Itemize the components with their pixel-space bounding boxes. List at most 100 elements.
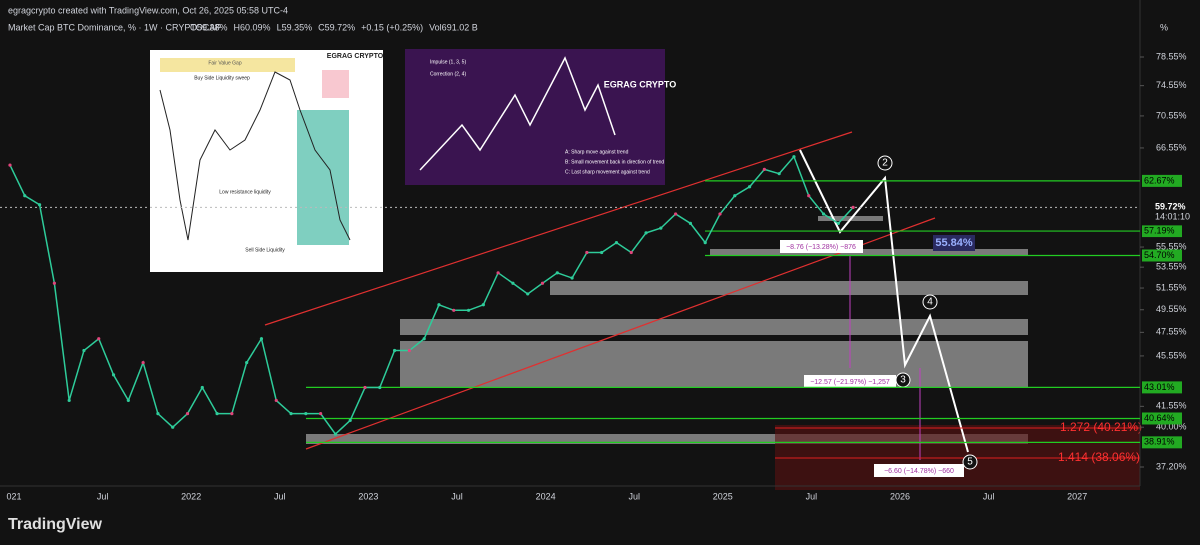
ohlc: L59.35% bbox=[277, 22, 313, 32]
ohlc: C59.72% bbox=[318, 22, 355, 32]
box bbox=[297, 110, 349, 245]
time-label: Jul bbox=[806, 491, 818, 501]
price-point bbox=[407, 348, 411, 353]
price-point bbox=[570, 276, 574, 280]
price-point bbox=[171, 425, 175, 429]
price-label: 78.55% bbox=[1156, 51, 1187, 61]
last-price: 59.72% bbox=[1155, 202, 1186, 212]
label-box bbox=[804, 375, 896, 388]
target-box bbox=[933, 235, 975, 251]
price-point bbox=[540, 281, 545, 285]
price-point bbox=[156, 412, 160, 416]
time-label: 2024 bbox=[536, 491, 556, 501]
level-box bbox=[1142, 381, 1182, 394]
level-label: 54.70% bbox=[1144, 250, 1175, 260]
time-label: Jul bbox=[97, 491, 109, 501]
price-label: 53.55% bbox=[1156, 262, 1187, 272]
price-point bbox=[629, 250, 633, 255]
price-point bbox=[185, 412, 190, 416]
price-point bbox=[141, 360, 145, 365]
channel-top bbox=[264, 131, 853, 326]
price-point bbox=[200, 385, 204, 390]
price-point bbox=[526, 292, 530, 296]
time-label: 2027 bbox=[1067, 491, 1087, 501]
zone bbox=[400, 319, 1028, 335]
inset-legend: Impulse (1, 3, 5) bbox=[430, 59, 466, 65]
inset-label: Low resistance liquidity bbox=[219, 189, 271, 195]
footer-logo: TradingView bbox=[8, 516, 103, 533]
price-point bbox=[274, 398, 278, 403]
inset-label: Fair Value Gap bbox=[208, 60, 241, 66]
price-label: 66.55% bbox=[1156, 142, 1187, 152]
price-point bbox=[807, 194, 811, 198]
time-label: Jul bbox=[451, 491, 463, 501]
price-point bbox=[452, 308, 456, 312]
price-point bbox=[821, 212, 826, 216]
label-box bbox=[780, 240, 863, 253]
wave bbox=[419, 56, 616, 171]
price-point bbox=[111, 373, 116, 377]
level-label: 62.67% bbox=[1144, 175, 1175, 185]
price-label: 51.55% bbox=[1156, 282, 1187, 292]
wave-label: 5 bbox=[967, 457, 973, 468]
level-box bbox=[1142, 249, 1182, 262]
price-point bbox=[600, 250, 604, 255]
inset-left: Fair Value Gap Buy Side Liquidity sweep … bbox=[150, 50, 384, 272]
price-point bbox=[437, 303, 441, 307]
wave-label: 2 bbox=[882, 158, 888, 169]
fib-label: 1.272 (40.21%) bbox=[1060, 420, 1142, 434]
price-point bbox=[289, 412, 293, 416]
ohlc: O59.38% bbox=[190, 22, 228, 32]
price-label: 55.55% bbox=[1156, 241, 1187, 251]
price-point bbox=[97, 337, 101, 341]
price-label: 45.55% bbox=[1156, 350, 1187, 360]
label-box bbox=[874, 464, 964, 477]
time-label: Jul bbox=[628, 491, 640, 501]
price-point bbox=[836, 221, 840, 225]
price-point bbox=[777, 172, 781, 176]
price-point bbox=[481, 303, 485, 307]
price-point bbox=[422, 337, 426, 341]
wave-label: 3 bbox=[900, 375, 906, 386]
level-box bbox=[1142, 436, 1182, 449]
price-label: 40.00% bbox=[1156, 422, 1187, 432]
price-point bbox=[688, 221, 693, 225]
price-point bbox=[333, 432, 338, 436]
price-point bbox=[585, 250, 589, 255]
ohlc: Vol691.02 B bbox=[429, 22, 478, 32]
level-label: 38.91% bbox=[1144, 437, 1175, 447]
zone bbox=[550, 281, 1028, 295]
level-box bbox=[1142, 225, 1182, 238]
price-label: 74.55% bbox=[1156, 80, 1187, 90]
price-point bbox=[659, 226, 663, 230]
price-point bbox=[674, 212, 678, 216]
price-point bbox=[67, 398, 71, 403]
wave-circle bbox=[962, 454, 978, 470]
box bbox=[322, 70, 349, 98]
wave-labels: 2 3 4 5 bbox=[877, 155, 978, 470]
unit: % bbox=[1160, 22, 1168, 32]
last-price-box bbox=[1142, 201, 1192, 226]
projection bbox=[799, 149, 969, 453]
ohlc: H60.09% bbox=[234, 22, 271, 32]
price-point bbox=[259, 337, 264, 341]
inset-legend: Correction (2, 4) bbox=[430, 71, 466, 77]
credit: egragcrypto created with TradingView.com… bbox=[8, 5, 288, 15]
price-point bbox=[718, 212, 722, 216]
level-box bbox=[1142, 412, 1182, 425]
price-point bbox=[644, 231, 648, 235]
time-label: 2025 bbox=[713, 491, 733, 501]
price-point bbox=[230, 412, 234, 416]
time-label: 2022 bbox=[181, 491, 201, 501]
price-point bbox=[37, 203, 42, 207]
price-point bbox=[348, 418, 352, 422]
price-point bbox=[747, 185, 752, 189]
time-label: 021 bbox=[6, 491, 21, 501]
price-point bbox=[733, 194, 737, 198]
inset-right: Impulse (1, 3, 5) Correction (2, 4) A: S… bbox=[405, 49, 676, 185]
measure-label: −6.60 (−14.78%) −660 bbox=[884, 468, 954, 475]
price-label: 41.55% bbox=[1156, 401, 1187, 411]
price-point bbox=[363, 385, 367, 390]
price-point bbox=[851, 205, 855, 209]
